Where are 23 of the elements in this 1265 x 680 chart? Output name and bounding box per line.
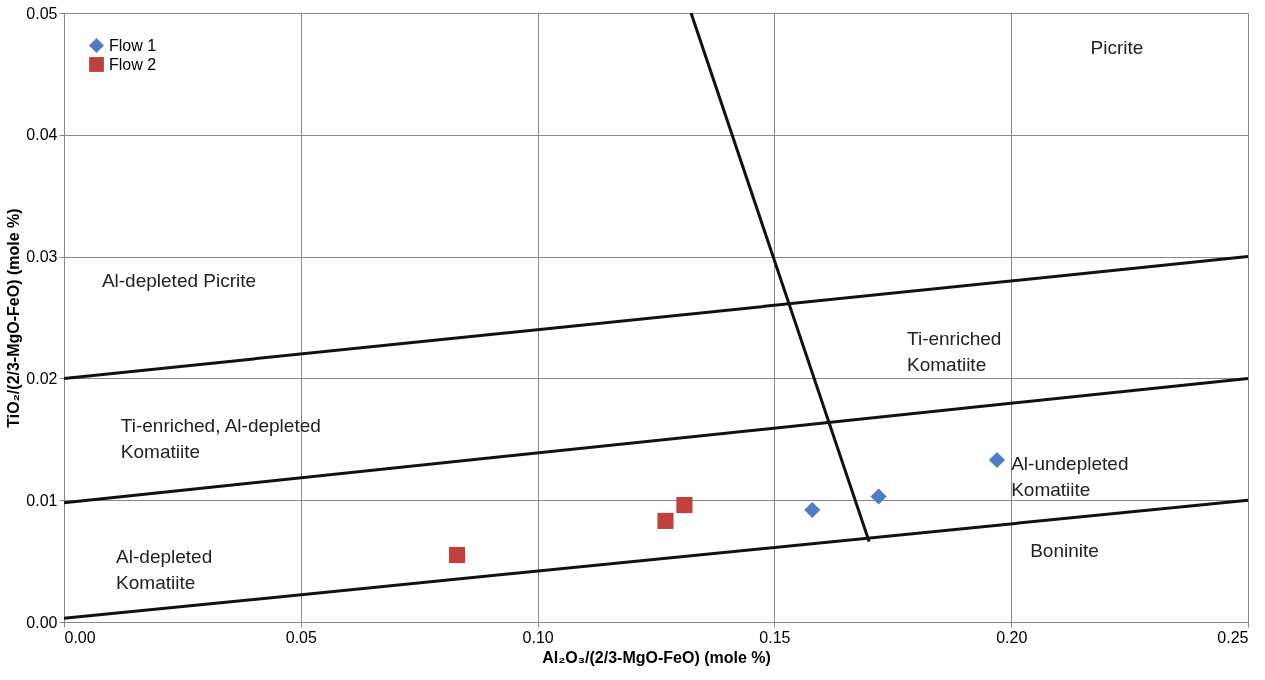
y-axis-title: TiO₂/(2/3-MgO-FeO) (mole %) <box>5 208 23 428</box>
annotation: Picrite <box>1090 37 1144 59</box>
y-tick-label: 0.05 <box>26 4 58 22</box>
x-tick-label: 0.00 <box>64 628 96 646</box>
x-tick-label: 0.05 <box>285 628 317 646</box>
annotation: Al-depleted Komatiite <box>116 546 213 594</box>
x-tick-label: 0.15 <box>759 628 791 646</box>
y-tick-label: 0.03 <box>26 248 58 266</box>
x-tick-label: 0.10 <box>522 628 554 646</box>
x-tick-label: 0.25 <box>1217 628 1249 646</box>
y-tick-label: 0.00 <box>26 613 58 631</box>
annotation: Boninite <box>1030 540 1099 562</box>
y-tick-label: 0.02 <box>26 369 58 387</box>
annotation: Ti-enriched, Al-depleted Komatiite <box>120 414 321 462</box>
annotation: Al-depleted Picrite <box>101 269 257 291</box>
annotation: Al-undepleted Komatiite <box>1011 452 1129 500</box>
legend-label: Flow 1 <box>109 36 157 54</box>
x-axis-title: Al₂O₃/(2/3-MgO-FeO) (mole %) <box>542 648 771 666</box>
annotation: Ti-enriched Komatiite <box>907 328 1002 376</box>
y-tick-label: 0.04 <box>26 126 58 144</box>
y-tick-label: 0.01 <box>26 491 58 509</box>
legend-label: Flow 2 <box>109 55 157 73</box>
x-tick-label: 0.20 <box>996 628 1028 646</box>
